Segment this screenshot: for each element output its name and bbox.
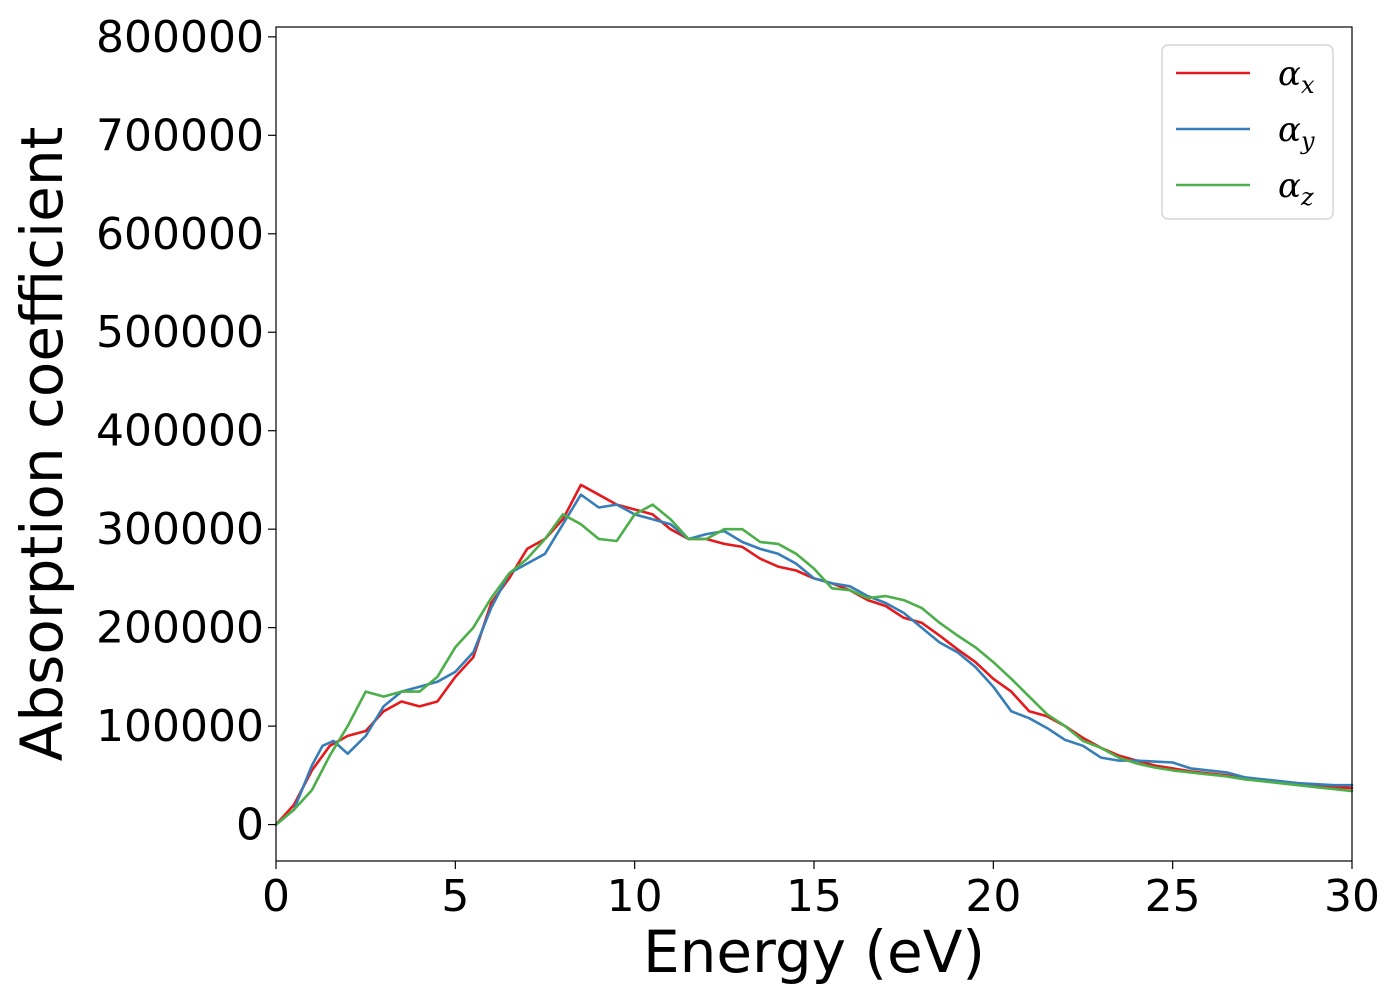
- y-axis-label: Absorption coefficient: [8, 127, 76, 762]
- legend-label-x: αx: [1278, 54, 1315, 99]
- y-tick-label: 400000: [96, 406, 264, 457]
- series-layer: [274, 483, 1354, 826]
- y-tick-label: 300000: [96, 504, 264, 555]
- x-tick-label: 30: [1324, 871, 1380, 922]
- x-tick-label: 0: [262, 871, 290, 922]
- y-tick-label: 0: [236, 800, 264, 851]
- series-line-z: [274, 503, 1354, 826]
- legend: αx αy αz: [1161, 44, 1334, 220]
- series-line-y: [274, 493, 1354, 826]
- y-tick-label: 700000: [96, 110, 264, 161]
- x-axis: 0 5 10 15 20 25 30: [262, 861, 1380, 922]
- y-tick-label: 800000: [96, 12, 264, 63]
- y-tick-label: 200000: [96, 603, 264, 654]
- x-axis-label: Energy (eV): [643, 918, 985, 986]
- y-tick-label: 500000: [96, 307, 264, 358]
- y-tick-label: 600000: [96, 209, 264, 260]
- legend-label-z: αz: [1278, 166, 1314, 211]
- x-tick-label: 10: [607, 871, 663, 922]
- legend-label-y: αy: [1278, 110, 1315, 155]
- x-tick-label: 15: [786, 871, 842, 922]
- legend-box: [1161, 44, 1334, 220]
- x-tick-label: 5: [441, 871, 469, 922]
- x-tick-label: 25: [1145, 871, 1201, 922]
- y-tick-label: 100000: [96, 701, 264, 752]
- y-axis: 0 100000 200000 300000 400000 500000 600000 700…: [96, 12, 276, 851]
- x-tick-label: 20: [965, 871, 1021, 922]
